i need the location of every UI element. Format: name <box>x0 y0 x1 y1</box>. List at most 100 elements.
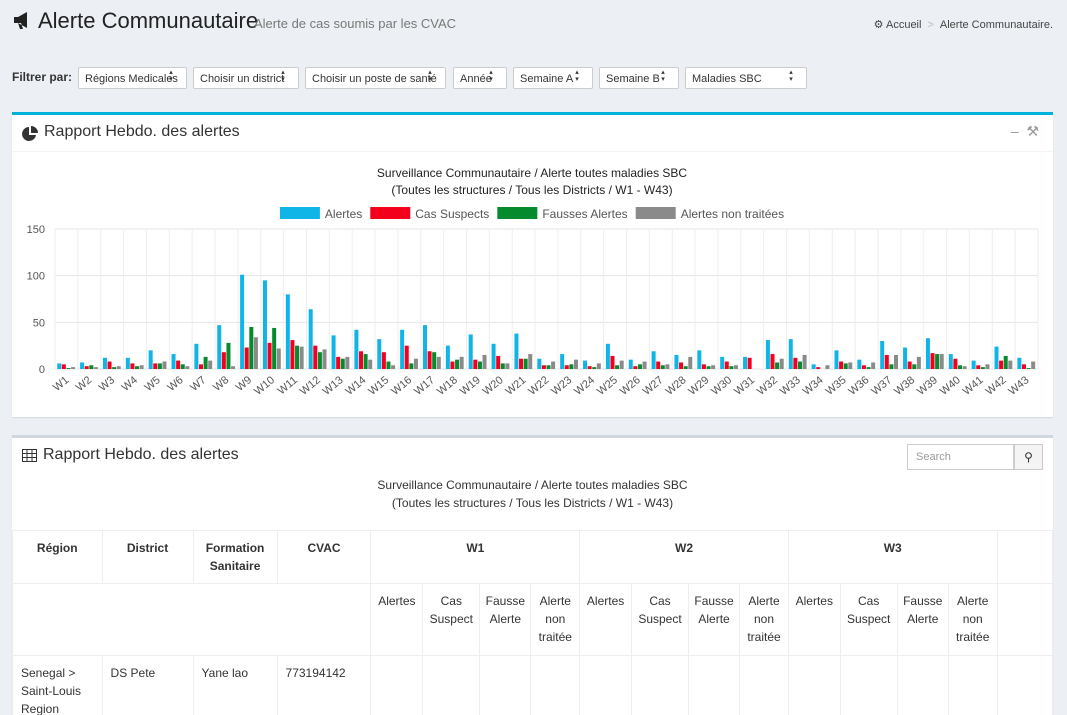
bar <box>569 364 573 369</box>
data-cell: Senegal > Saint-Louis Region <box>13 656 103 715</box>
subcolumn-header: Cas Suspect <box>840 584 897 656</box>
bar <box>665 364 669 369</box>
bar <box>775 362 779 369</box>
filter-select[interactable]: Semaine A <box>513 67 593 89</box>
search-input[interactable]: Search <box>907 444 1014 470</box>
x-tick-label: W36 <box>846 374 871 398</box>
bar <box>871 362 875 369</box>
bar <box>574 360 578 369</box>
bar <box>309 309 313 369</box>
bar <box>181 364 185 369</box>
empty-cell <box>531 656 580 715</box>
bar <box>803 355 807 369</box>
megaphone-icon <box>12 10 34 30</box>
bar <box>300 347 304 369</box>
bar <box>684 366 688 369</box>
bar <box>674 355 678 369</box>
bar <box>633 366 637 369</box>
bar <box>725 362 729 369</box>
empty-cell <box>688 656 739 715</box>
x-tick-label: W11 <box>276 374 300 397</box>
bar <box>231 366 235 369</box>
data-cell: DS Pete <box>102 656 193 715</box>
empty-cell <box>948 656 997 715</box>
bar <box>423 325 427 369</box>
bar <box>185 366 189 369</box>
bar <box>377 339 381 369</box>
bar <box>199 364 203 369</box>
bar <box>588 366 592 369</box>
bar <box>963 366 967 369</box>
bar <box>908 362 912 369</box>
x-tick-label: W12 <box>298 374 323 398</box>
bar <box>953 359 957 369</box>
bar <box>71 367 75 369</box>
filter-select[interactable]: Régions Medicales <box>78 67 187 89</box>
bar <box>844 363 848 369</box>
bar <box>643 362 647 369</box>
bar <box>620 361 624 369</box>
empty-cell <box>371 656 423 715</box>
bar <box>400 330 404 369</box>
filter-select[interactable]: Choisir un district <box>193 67 299 89</box>
x-tick-label: W32 <box>755 374 780 398</box>
x-tick-label: W19 <box>458 374 483 398</box>
bar <box>368 360 372 369</box>
bar <box>999 361 1003 369</box>
subcolumn-header: Alerte non traitée <box>948 584 997 656</box>
bar <box>862 365 866 369</box>
bar <box>62 364 66 369</box>
bar <box>638 364 642 369</box>
bar <box>268 343 272 369</box>
bar <box>597 363 601 369</box>
bar <box>483 355 487 369</box>
filter-select[interactable]: Année <box>453 67 507 89</box>
bar <box>857 360 861 369</box>
subcolumn-header: Cas Suspect <box>632 584 689 656</box>
bar <box>656 362 660 369</box>
filter-select[interactable]: Semaine B <box>599 67 679 89</box>
x-tick-label: W7 <box>188 374 208 394</box>
x-tick-label: W5 <box>142 374 162 394</box>
subcolumn-header: Alerte non traitée <box>531 584 580 656</box>
x-tick-label: W10 <box>252 374 277 398</box>
bar <box>204 357 208 369</box>
bar <box>66 368 70 369</box>
bar <box>478 362 482 369</box>
filter-select[interactable]: Choisir un poste de santé <box>305 67 446 89</box>
bar <box>89 365 93 369</box>
y-tick-label: 150 <box>27 224 45 236</box>
bar <box>917 357 921 369</box>
bar <box>935 354 939 369</box>
subcolumn-header: Cas Suspect <box>423 584 480 656</box>
bar <box>473 360 477 369</box>
legend-label: Cas Suspects <box>415 207 489 221</box>
x-tick-label: W17 <box>412 374 437 398</box>
table-panel: Rapport Hebdo. des alertes Search ⚲ Surv… <box>12 435 1053 715</box>
search-button[interactable]: ⚲ <box>1014 444 1043 470</box>
bar <box>354 330 358 369</box>
data-cell: 773194142 <box>277 656 371 715</box>
subcolumn-header: Alertes <box>788 584 840 656</box>
bar <box>364 354 368 369</box>
bar <box>492 344 496 369</box>
bar <box>889 364 893 369</box>
bar <box>780 359 784 369</box>
filter-select[interactable]: Maladies SBC <box>685 67 807 89</box>
bar <box>414 359 418 369</box>
bar <box>57 363 61 369</box>
bar <box>816 367 820 369</box>
week-header: W3 <box>788 531 997 584</box>
bar <box>542 365 546 369</box>
bar <box>958 365 962 369</box>
subcolumn-header: Alertes <box>371 584 423 656</box>
bar <box>743 357 747 369</box>
bar <box>277 348 281 369</box>
breadcrumb-link[interactable]: Accueil <box>886 19 921 31</box>
bar <box>322 349 326 369</box>
bar <box>903 348 907 369</box>
